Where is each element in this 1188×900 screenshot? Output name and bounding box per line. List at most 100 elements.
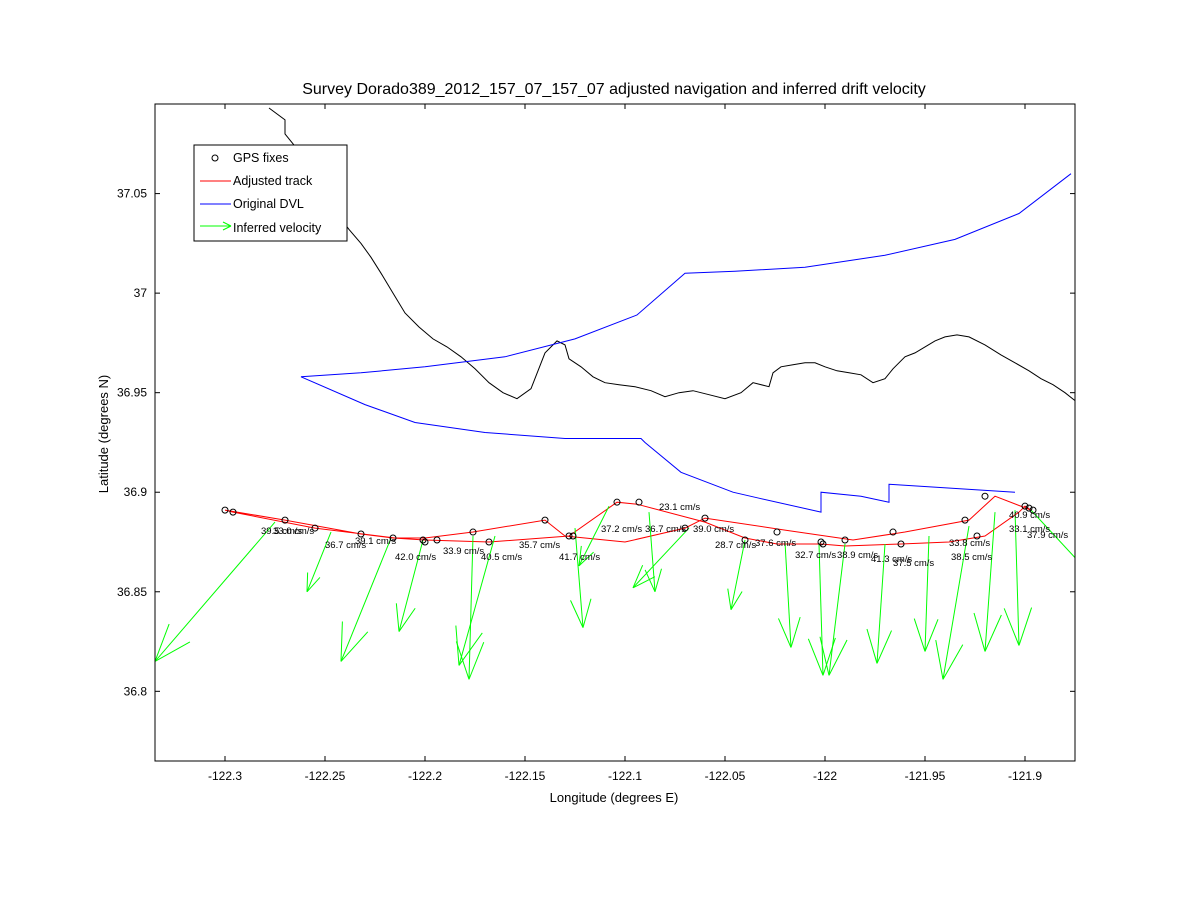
gps-fix-point bbox=[961, 516, 969, 524]
gps-fix-point bbox=[221, 506, 229, 514]
velocity-label: 35.7 cm/s bbox=[519, 540, 560, 551]
legend-inferred-velocity-arrow bbox=[200, 221, 232, 231]
legend-entry-gps-fixes: GPS fixes bbox=[233, 151, 289, 165]
velocity-label: 32.7 cm/s bbox=[795, 550, 836, 561]
velocity-arrow bbox=[913, 536, 939, 652]
velocity-label: 38.9 cm/s bbox=[837, 550, 878, 561]
velocity-label: 37.6 cm/s bbox=[755, 538, 796, 549]
gps-fix-point bbox=[229, 508, 237, 516]
gps-fix-point bbox=[889, 528, 897, 536]
velocity-arrow-shaft bbox=[340, 537, 392, 662]
legend-entry-inferred-velocity: Inferred velocity bbox=[233, 221, 322, 235]
velocity-arrow-head bbox=[1018, 607, 1033, 646]
gps-fix-point bbox=[469, 528, 477, 536]
velocity-arrow-head bbox=[935, 639, 944, 680]
axis-ticks: -122.3 -122.25 -122.2 -122.15 -122.1 -122.05 -… bbox=[117, 104, 1075, 783]
velocity-arrow-head bbox=[790, 617, 801, 648]
velocity-arrow bbox=[1003, 510, 1033, 646]
gps-fix-point bbox=[421, 538, 429, 546]
velocity-arrow-shaft bbox=[984, 512, 996, 652]
gps-fix-point bbox=[701, 514, 709, 522]
gps-fix-point bbox=[357, 530, 365, 538]
x-tick-label: -122.15 bbox=[505, 769, 546, 783]
gps-fix-point bbox=[419, 536, 427, 544]
velocity-arrow bbox=[727, 539, 746, 610]
velocity-label: 36.7 cm/s bbox=[325, 540, 366, 551]
velocity-arrow bbox=[340, 537, 392, 662]
gps-fix-point bbox=[1025, 504, 1033, 512]
coastline bbox=[268, 107, 1075, 401]
gps-fix-point bbox=[565, 532, 573, 540]
velocity-arrow-head bbox=[570, 600, 584, 628]
velocity-vector-layer bbox=[155, 505, 1075, 680]
velocity-arrow-shaft bbox=[574, 528, 584, 628]
gps-fix-point bbox=[1029, 506, 1037, 514]
velocity-arrow bbox=[155, 521, 276, 662]
chart-title: Survey Dorado389_2012_157_07_157_07 adju… bbox=[302, 81, 926, 98]
velocity-arrow-head bbox=[632, 565, 644, 588]
velocity-arrow-head bbox=[777, 618, 792, 648]
velocity-arrow-shaft bbox=[818, 543, 824, 676]
legend-entry-adjusted-track: Adjusted track bbox=[233, 174, 313, 188]
velocity-label: 39.1 cm/s bbox=[355, 536, 396, 547]
velocity-label: 23.1 cm/s bbox=[659, 502, 700, 513]
y-axis-label: Latitude (degrees N) bbox=[96, 375, 111, 494]
velocity-arrow-head bbox=[458, 632, 483, 666]
velocity-arrow-head bbox=[727, 588, 732, 610]
velocity-arrow-head bbox=[578, 551, 594, 567]
velocity-label: 33.8 cm/s bbox=[949, 538, 990, 549]
velocity-arrow-head bbox=[455, 625, 460, 666]
velocity-label: 37.2 cm/s bbox=[601, 524, 642, 535]
velocity-arrow-shaft bbox=[155, 521, 276, 662]
gps-fix-point bbox=[635, 498, 643, 506]
velocity-arrow-head bbox=[866, 628, 878, 664]
velocity-arrow-head bbox=[468, 642, 485, 680]
velocity-arrow-head bbox=[155, 623, 170, 662]
velocity-arrow bbox=[570, 528, 592, 628]
gps-fix-point bbox=[819, 540, 827, 548]
velocity-arrow-shaft bbox=[468, 536, 474, 680]
velocity-arrow-shaft bbox=[876, 543, 886, 664]
velocity-arrow-head bbox=[913, 618, 926, 652]
y-tick-label: 36.9 bbox=[124, 485, 148, 499]
velocity-label: 40.9 cm/s bbox=[1009, 510, 1050, 521]
velocity-arrow bbox=[819, 543, 848, 676]
x-axis-label: Longitude (degrees E) bbox=[550, 790, 679, 805]
velocity-arrow-shaft bbox=[942, 525, 970, 680]
velocity-arrow-head bbox=[340, 621, 343, 662]
velocity-arrow-shaft bbox=[578, 505, 610, 567]
velocity-arrow-shaft bbox=[648, 512, 656, 592]
velocity-arrow-head bbox=[828, 639, 848, 676]
x-tick-label: -122 bbox=[813, 769, 837, 783]
y-tick-label: 36.85 bbox=[117, 585, 147, 599]
velocity-arrow-head bbox=[398, 607, 416, 632]
velocity-label: 37.9 cm/s bbox=[1027, 530, 1068, 541]
velocity-label: 39.0 cm/s bbox=[693, 524, 734, 535]
velocity-arrow bbox=[935, 525, 970, 680]
legend-gps-marker bbox=[211, 154, 219, 162]
y-tick-label: 36.95 bbox=[117, 386, 147, 400]
velocity-arrow-head bbox=[654, 568, 662, 592]
gps-fix-point bbox=[897, 540, 905, 548]
velocity-arrow-head bbox=[582, 598, 592, 628]
series-line-adjusted-track bbox=[224, 495, 1032, 547]
velocity-label: 41.7 cm/s bbox=[559, 552, 600, 563]
velocity-arrow bbox=[973, 512, 1002, 652]
velocity-arrow bbox=[1030, 509, 1075, 559]
velocity-label: 36.7 cm/s bbox=[645, 524, 686, 535]
velocity-arrow-shaft bbox=[828, 543, 846, 676]
velocity-arrow bbox=[455, 535, 496, 666]
velocity-arrow bbox=[807, 543, 836, 676]
velocity-label: 41.3 cm/s bbox=[871, 554, 912, 565]
velocity-arrow-head bbox=[306, 577, 321, 593]
gps-fix-layer bbox=[221, 492, 1037, 548]
gps-fix-point bbox=[311, 524, 319, 532]
legend-box bbox=[193, 144, 348, 242]
gps-fix-point bbox=[569, 532, 577, 540]
gps-fix-point bbox=[389, 534, 397, 542]
velocity-arrow-head bbox=[1003, 608, 1020, 646]
gps-fix-point bbox=[681, 524, 689, 532]
gps-fix-point bbox=[433, 536, 441, 544]
